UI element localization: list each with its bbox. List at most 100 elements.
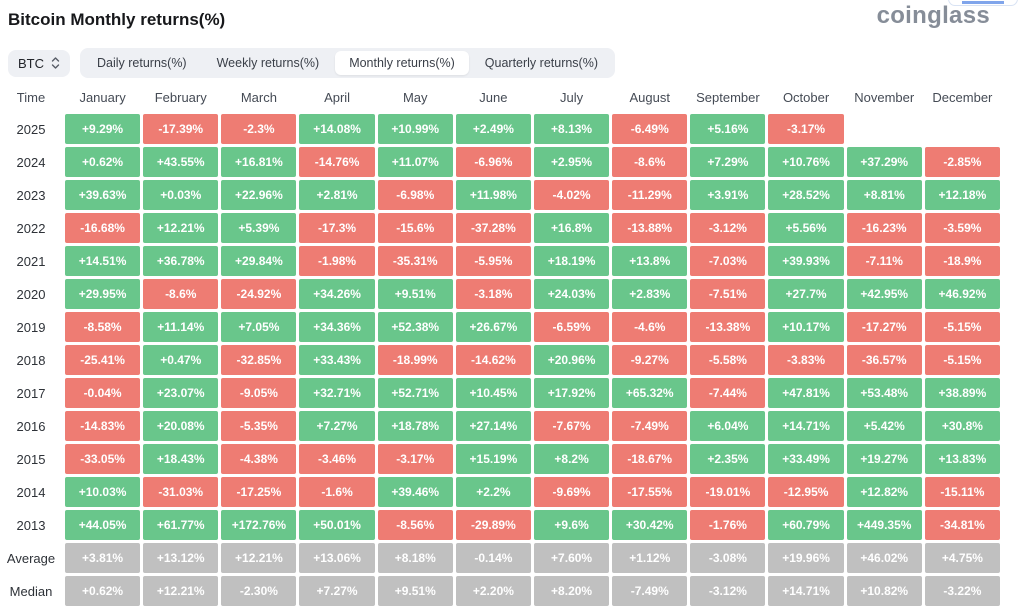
return-cell: +53.48%	[846, 378, 922, 408]
return-cell: +2.20%	[455, 576, 531, 606]
cell-empty	[925, 114, 1000, 144]
return-cell: +0.62%	[65, 576, 141, 606]
row-label: 2022	[16, 220, 46, 236]
return-cell: -32.85%	[221, 345, 297, 375]
return-cell: -7.49%	[612, 576, 688, 606]
return-cell: -8.56%	[377, 510, 453, 540]
return-cell: -7.44%	[690, 378, 766, 408]
return-cell: -3.83%	[768, 345, 844, 375]
share-button-label-fragment	[962, 1, 1004, 4]
table-row: 2023 +39.63% +0.03% +22.96% +2.81% -6.98% +11.…	[0, 180, 1000, 210]
return-cell: +14.08%	[299, 114, 375, 144]
return-cell: -34.81%	[924, 510, 1000, 540]
table-header-row: Time January February March April May June July…	[0, 87, 1000, 107]
return-cell: +16.81%	[221, 147, 297, 177]
return-cell: -9.69%	[533, 477, 610, 507]
coinglass-logo: coinglass	[876, 2, 990, 29]
return-cell: +29.84%	[221, 246, 297, 276]
return-cell: +12.18%	[924, 180, 1000, 210]
return-cell: +33.49%	[768, 444, 844, 474]
return-cell: -3.12%	[690, 213, 766, 243]
return-cell: +17.92%	[533, 378, 610, 408]
return-cell: +10.76%	[768, 147, 844, 177]
return-cell: +2.83%	[612, 279, 688, 309]
return-cell: -4.38%	[221, 444, 297, 474]
return-cell: +5.39%	[221, 213, 297, 243]
tab-daily-returns[interactable]: Daily returns(%)	[97, 56, 187, 70]
return-cell: +12.21%	[221, 543, 297, 573]
return-cell: +10.17%	[768, 312, 844, 342]
return-cell: -16.68%	[65, 213, 141, 243]
column-header-month: April	[324, 89, 351, 105]
table-row: 2021 +14.51% +36.78% +29.84% -1.98% -35.31% -5…	[0, 246, 1000, 276]
return-cell: -0.04%	[65, 378, 141, 408]
return-cell: +12.82%	[846, 477, 922, 507]
return-cell: +65.32%	[612, 378, 688, 408]
row-label: Average	[6, 550, 56, 566]
return-cell: -14.83%	[65, 411, 141, 441]
table-row: Median +0.62% +12.21% -2.30% +7.27% +9.51% +2.…	[0, 576, 1000, 606]
return-cell: +38.89%	[924, 378, 1000, 408]
tab-weekly-returns[interactable]: Weekly returns(%)	[216, 56, 320, 70]
return-cell: -1.6%	[299, 477, 375, 507]
return-cell: +46.02%	[846, 543, 922, 573]
return-cell: +60.79%	[768, 510, 844, 540]
row-label: 2023	[16, 187, 46, 203]
return-cell: +9.29%	[65, 114, 141, 144]
return-cell: +39.46%	[377, 477, 453, 507]
return-cell: -33.05%	[65, 444, 141, 474]
cell-empty	[847, 114, 922, 144]
table-row: 2016 -14.83% +20.08% -5.35% +7.27% +18.78% +27…	[0, 411, 1000, 441]
return-cell: +11.98%	[455, 180, 531, 210]
return-cell: +14.51%	[65, 246, 141, 276]
return-cell: +2.2%	[455, 477, 531, 507]
return-cell: +24.03%	[533, 279, 610, 309]
table-row: 2014 +10.03% -31.03% -17.25% -1.6% +39.46% +2.…	[0, 477, 1000, 507]
return-cell: +30.8%	[924, 411, 1000, 441]
return-cell: -37.28%	[455, 213, 531, 243]
return-cell: -7.11%	[846, 246, 922, 276]
coin-selector[interactable]: BTC	[8, 49, 70, 77]
return-cell: +11.07%	[377, 147, 453, 177]
tab-monthly-returns[interactable]: Monthly returns(%)	[335, 51, 469, 75]
return-cell: +6.04%	[690, 411, 766, 441]
return-cell: -36.57%	[846, 345, 922, 375]
coin-selector-value: BTC	[18, 55, 44, 71]
return-cell: -14.76%	[299, 147, 375, 177]
table-row: 2024 +0.62% +43.55% +16.81% -14.76% +11.07% -6…	[0, 147, 1000, 177]
return-cell: +22.96%	[221, 180, 297, 210]
return-cell: +39.63%	[65, 180, 141, 210]
return-cell: -6.59%	[533, 312, 610, 342]
share-button-partial[interactable]	[948, 0, 1018, 6]
return-cell: +9.51%	[377, 576, 453, 606]
return-cell: +44.05%	[65, 510, 141, 540]
updown-chevron-icon	[51, 56, 60, 70]
return-cell: +23.07%	[143, 378, 219, 408]
row-label: 2018	[16, 352, 46, 368]
return-cell: +27.14%	[455, 411, 531, 441]
return-cell: +7.29%	[690, 147, 766, 177]
column-header-month: June	[479, 89, 508, 105]
return-cell: +43.55%	[143, 147, 219, 177]
return-cell: +30.42%	[612, 510, 688, 540]
return-cell: +52.38%	[377, 312, 453, 342]
return-cell: -2.30%	[221, 576, 297, 606]
return-cell: +36.78%	[143, 246, 219, 276]
return-cell: -8.6%	[143, 279, 219, 309]
tab-quarterly-returns[interactable]: Quarterly returns(%)	[484, 56, 599, 70]
return-cell: -7.03%	[690, 246, 766, 276]
return-cell: +50.01%	[299, 510, 375, 540]
return-cell: +13.06%	[299, 543, 375, 573]
column-header-month: November	[854, 89, 915, 105]
return-cell: -11.29%	[612, 180, 688, 210]
return-cell: +2.49%	[455, 114, 531, 144]
return-cell: +12.21%	[143, 576, 219, 606]
table-row: 2015 -33.05% +18.43% -4.38% -3.46% -3.17% +15.…	[0, 444, 1000, 474]
return-cell: -16.23%	[846, 213, 922, 243]
row-label: 2021	[16, 253, 46, 269]
return-cell: -3.17%	[768, 114, 844, 144]
return-cell: -3.46%	[299, 444, 375, 474]
return-cell: +4.75%	[924, 543, 1000, 573]
return-cell: +37.29%	[846, 147, 922, 177]
row-label: 2024	[16, 154, 46, 170]
